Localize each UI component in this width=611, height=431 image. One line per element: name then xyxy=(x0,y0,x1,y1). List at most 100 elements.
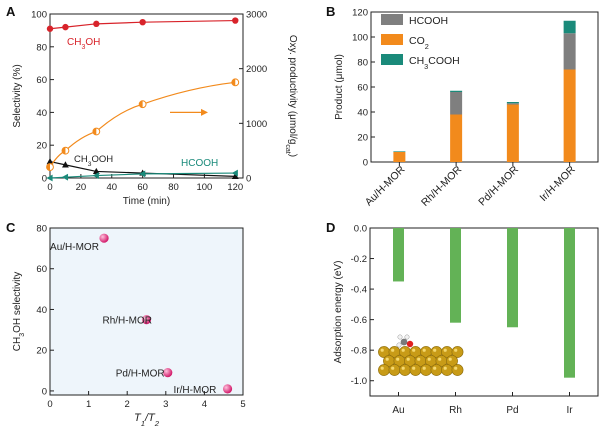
panel-a-ytick-40: 40 xyxy=(36,108,47,119)
panel-c-point-2 xyxy=(163,367,173,378)
panel-d-inset-carbon xyxy=(400,338,408,346)
panel-a-ytick-0: 0 xyxy=(42,174,47,185)
panel-d-ytick--0.4: -0.4 xyxy=(351,285,367,296)
panel-d-inset-atom-shine-0-0 xyxy=(380,348,384,352)
panel-d-inset-atom-shine-2-7 xyxy=(454,366,458,370)
panel-d-xtick-0: Au xyxy=(392,405,404,416)
panel-b-bar-Ir/H-MOR-CH3COOH xyxy=(563,20,576,34)
panel-d-inset-atom-shine-2-4 xyxy=(422,366,426,370)
panel-d-inset-hydrogen-1 xyxy=(397,334,403,340)
panel-c-ytick-60: 60 xyxy=(36,264,47,275)
panel-a-series-2-point-3 xyxy=(139,170,146,178)
panel-b-legend-label-0: HCOOH xyxy=(409,15,448,27)
panel-a-series-3-point-3-half xyxy=(139,100,143,108)
panel-a-series-2-point-0 xyxy=(46,174,53,182)
panel-c-xtick-5: 5 xyxy=(240,399,245,410)
panel-d-bar-Rh xyxy=(450,228,461,323)
panel-c-ytick-0: 0 xyxy=(42,386,47,397)
panel-a-xtick-120: 120 xyxy=(227,182,243,193)
panel-d-inset-atom-shine-2-6 xyxy=(443,366,447,370)
panel-c-ytick-80: 80 xyxy=(36,224,47,235)
panel-a-series-3-point-4-half xyxy=(231,78,236,86)
panel-d-xtick-3: Ir xyxy=(566,405,573,416)
panel-a-series-2-point-2 xyxy=(92,172,99,179)
panel-c-xtick-0: 0 xyxy=(47,399,52,410)
panel-d-inset-atom-shine-1-0 xyxy=(385,357,389,361)
panel-a-ytick-100: 100 xyxy=(31,10,47,21)
panel-a-annot-ch3oh-sub: 3 xyxy=(81,44,85,51)
panel-b-ytick-20: 20 xyxy=(357,133,368,144)
panel-d-inset-slab xyxy=(378,334,464,376)
panel-c-ytick-40: 40 xyxy=(36,305,47,316)
panel-b-xtick-3: Ir/H-MOR xyxy=(537,163,578,204)
panel-c-point-label-2: Pd/H-MOR xyxy=(116,369,165,380)
panel-a-ytick-20: 20 xyxy=(36,141,47,152)
panel-a-y2tick-0: 0 xyxy=(246,174,251,185)
panel-b-bar-Pd/H-MOR-CH3COOH xyxy=(506,102,519,104)
panel-c-xtick-3: 3 xyxy=(163,399,168,410)
panel-d-inset-atom-shine-0-7 xyxy=(454,348,458,352)
panel-d-inset-atom-shine-2-2 xyxy=(401,366,405,370)
panel-a-series-3-point-0-half xyxy=(46,163,50,171)
panel-d-ytick-0.0: 0.0 xyxy=(354,224,367,235)
panel-a-y2tick-2000: 2000 xyxy=(246,64,267,75)
panel-a-series-1-point-4 xyxy=(231,172,239,179)
panel-a-series-1-point-1 xyxy=(62,161,69,168)
panel-d-ytick--1.0: -1.0 xyxy=(351,376,367,387)
panel-d-inset-atom-2-5 xyxy=(430,364,443,376)
panel-a-xtick-0: 0 xyxy=(47,182,52,193)
panel-a-annot-ch3ooh-sub: 3 xyxy=(88,161,92,168)
panel-c-ylabel-sub: 3 xyxy=(19,333,26,337)
panel-b-bar-Pd/H-MOR-CO2 xyxy=(506,104,519,162)
panel-b-ytick-80: 80 xyxy=(357,58,368,69)
panel-a-label: A xyxy=(6,4,16,19)
panel-c-point-1 xyxy=(141,315,152,325)
panel-a-xtick-40: 40 xyxy=(106,182,117,193)
panel-c-frame xyxy=(49,227,244,396)
panel-a-series-3-point-2-half xyxy=(92,128,97,135)
panel-c-xtick-4: 4 xyxy=(202,399,207,410)
panel-d-frame xyxy=(369,227,599,397)
panel-c-background xyxy=(50,228,243,395)
panel-d-inset-atom-shine-1-6 xyxy=(448,357,452,361)
panel-d-inset-atom-shine-2-3 xyxy=(412,366,416,370)
panel-d-inset-atom-shine-0-5 xyxy=(433,348,437,352)
panel-b-ytick-100: 100 xyxy=(352,33,368,44)
panel-d-inset-atom-2-3 xyxy=(409,364,422,376)
panel-c-point-label-3: Ir/H-MOR xyxy=(174,385,217,396)
panel-d-inset-atom-2-1 xyxy=(388,364,401,376)
panel-d-inset-atom-shine-1-1 xyxy=(396,357,400,361)
panel-d-xtick-2: Pd xyxy=(506,405,518,416)
panel-a-y2tick-1000: 1000 xyxy=(246,119,267,130)
panel-b-ytick-0: 0 xyxy=(363,158,368,169)
panel-a-ytick-80: 80 xyxy=(36,42,47,53)
panel-a-ytick-60: 60 xyxy=(36,75,47,86)
panel-d-inset-atom-shine-0-1 xyxy=(391,348,395,352)
panel-d-inset-atom-2-4 xyxy=(420,364,432,376)
panel-d-inset-atom-shine-2-1 xyxy=(391,366,395,370)
panel-a-series-1-point-2 xyxy=(92,167,100,175)
panel-b-legend-swatch-0 xyxy=(381,14,403,25)
panel-c-xlabel: T1/T2 xyxy=(134,412,160,428)
panel-a-series-2-point-4 xyxy=(231,169,238,177)
panel-c-xtick-2: 2 xyxy=(125,399,130,410)
panel-d-inset-atom-shine-1-2 xyxy=(406,357,410,361)
panel-d-inset-hydrogen-2 xyxy=(404,334,410,340)
panel-c-xtick-1: 1 xyxy=(86,399,91,410)
panel-b-bar-Au/H-MOR-CO2 xyxy=(393,152,406,162)
panel-c-ytick-20: 20 xyxy=(36,346,47,357)
panel-c-point-label-0: Au/H-MOR xyxy=(50,242,99,253)
panel-a-y2label: Oxy. productivity (μmol/gcat) xyxy=(285,35,299,157)
panel-b-legend-sub-1: 2 xyxy=(425,42,429,51)
panel-b-legend-label-2: CH3COOH xyxy=(409,55,460,71)
panel-b-bar-Rh/H-MOR-CO2 xyxy=(450,114,463,162)
panel-a-annot-hcooh: HCOOH xyxy=(181,158,218,169)
panel-a-xtick-80: 80 xyxy=(168,182,179,193)
panel-b-bar-Rh/H-MOR-CH3COOH xyxy=(450,90,463,92)
panel-d-ytick--0.2: -0.2 xyxy=(351,254,367,265)
panel-c-point-3 xyxy=(222,384,233,394)
panel-b-ytick-40: 40 xyxy=(357,108,368,119)
panel-b-xtick-1: Rh/H-MOR xyxy=(419,163,464,208)
panel-d-ytick--0.6: -0.6 xyxy=(351,315,367,326)
panel-b-legend-swatch-2 xyxy=(381,54,403,65)
